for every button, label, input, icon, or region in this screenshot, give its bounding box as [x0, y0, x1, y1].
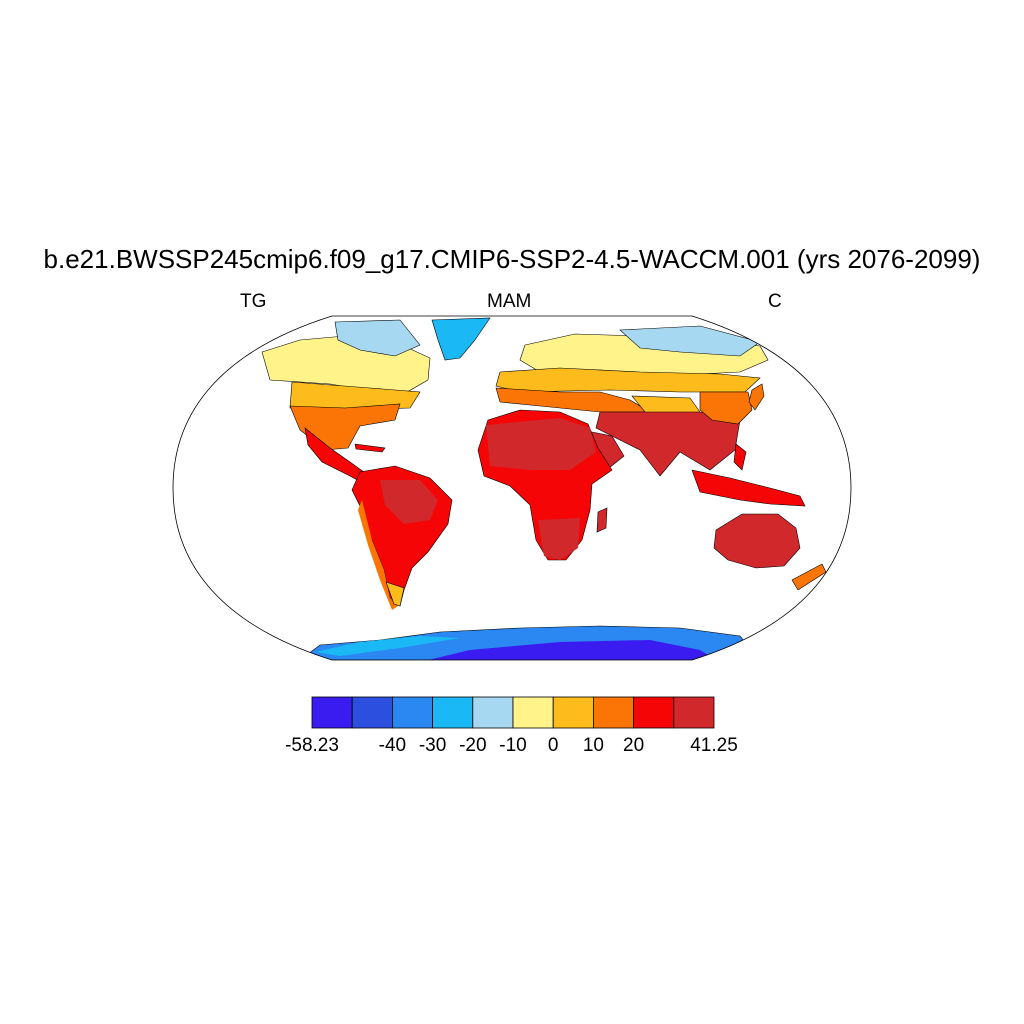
sahara [486, 418, 596, 470]
variable-label: TG [240, 291, 267, 312]
colorbar-tick-label: 0 [547, 735, 559, 756]
colorbar-tick-label: -30 [418, 735, 447, 756]
patagonia [385, 581, 405, 607]
canadian-arctic [334, 319, 421, 357]
colorbar-swatch [552, 696, 594, 729]
antarctica-coast [315, 636, 460, 656]
colorbar-tick-label: -40 [378, 735, 407, 756]
colorbar-swatch [593, 696, 635, 729]
east-asia [699, 391, 753, 425]
colorbar-tick-label: 10 [582, 735, 604, 756]
amazon [380, 480, 438, 524]
season-label: MAM [487, 291, 532, 312]
east-siberia [619, 325, 761, 357]
map-outline [172, 315, 852, 661]
colorbar-swatch [673, 696, 715, 729]
europe-south [495, 387, 652, 413]
madagascar [596, 507, 608, 533]
colorbar-swatch [391, 696, 433, 729]
antarctica-interior [420, 640, 720, 660]
colorbar-swatch [633, 696, 675, 729]
australia [713, 513, 801, 569]
colorbar-swatch [351, 696, 393, 729]
southern-africa [538, 518, 580, 560]
japan [748, 383, 765, 411]
colorbar-swatch [512, 696, 554, 729]
colorbar-tick-label: -20 [459, 735, 487, 756]
map-title: b.e21.BWSSP245cmip6.f09_g17.CMIP6-SSP2-4… [43, 244, 981, 274]
colorbar-swatch [432, 696, 474, 729]
map-land-layer [261, 317, 827, 660]
colorbar-tick-label: 20 [623, 735, 645, 756]
south-asia [595, 411, 741, 477]
colorbar [311, 696, 715, 729]
units-label: C [768, 291, 782, 312]
colorbar-tick-label: -58.23 [285, 735, 339, 756]
colorbar-swatch [311, 696, 353, 729]
colorbar-tick-label: -10 [499, 735, 527, 756]
cuba [354, 443, 386, 453]
indonesia [691, 469, 806, 507]
colorbar-tick-label: 41.25 [690, 735, 738, 756]
colorbar-swatch [472, 696, 514, 729]
andes [358, 500, 398, 610]
philippines [733, 443, 747, 471]
north-america-mid [289, 381, 421, 411]
greenland [431, 317, 491, 361]
north-america-south [289, 403, 401, 451]
new-zealand [791, 563, 827, 591]
